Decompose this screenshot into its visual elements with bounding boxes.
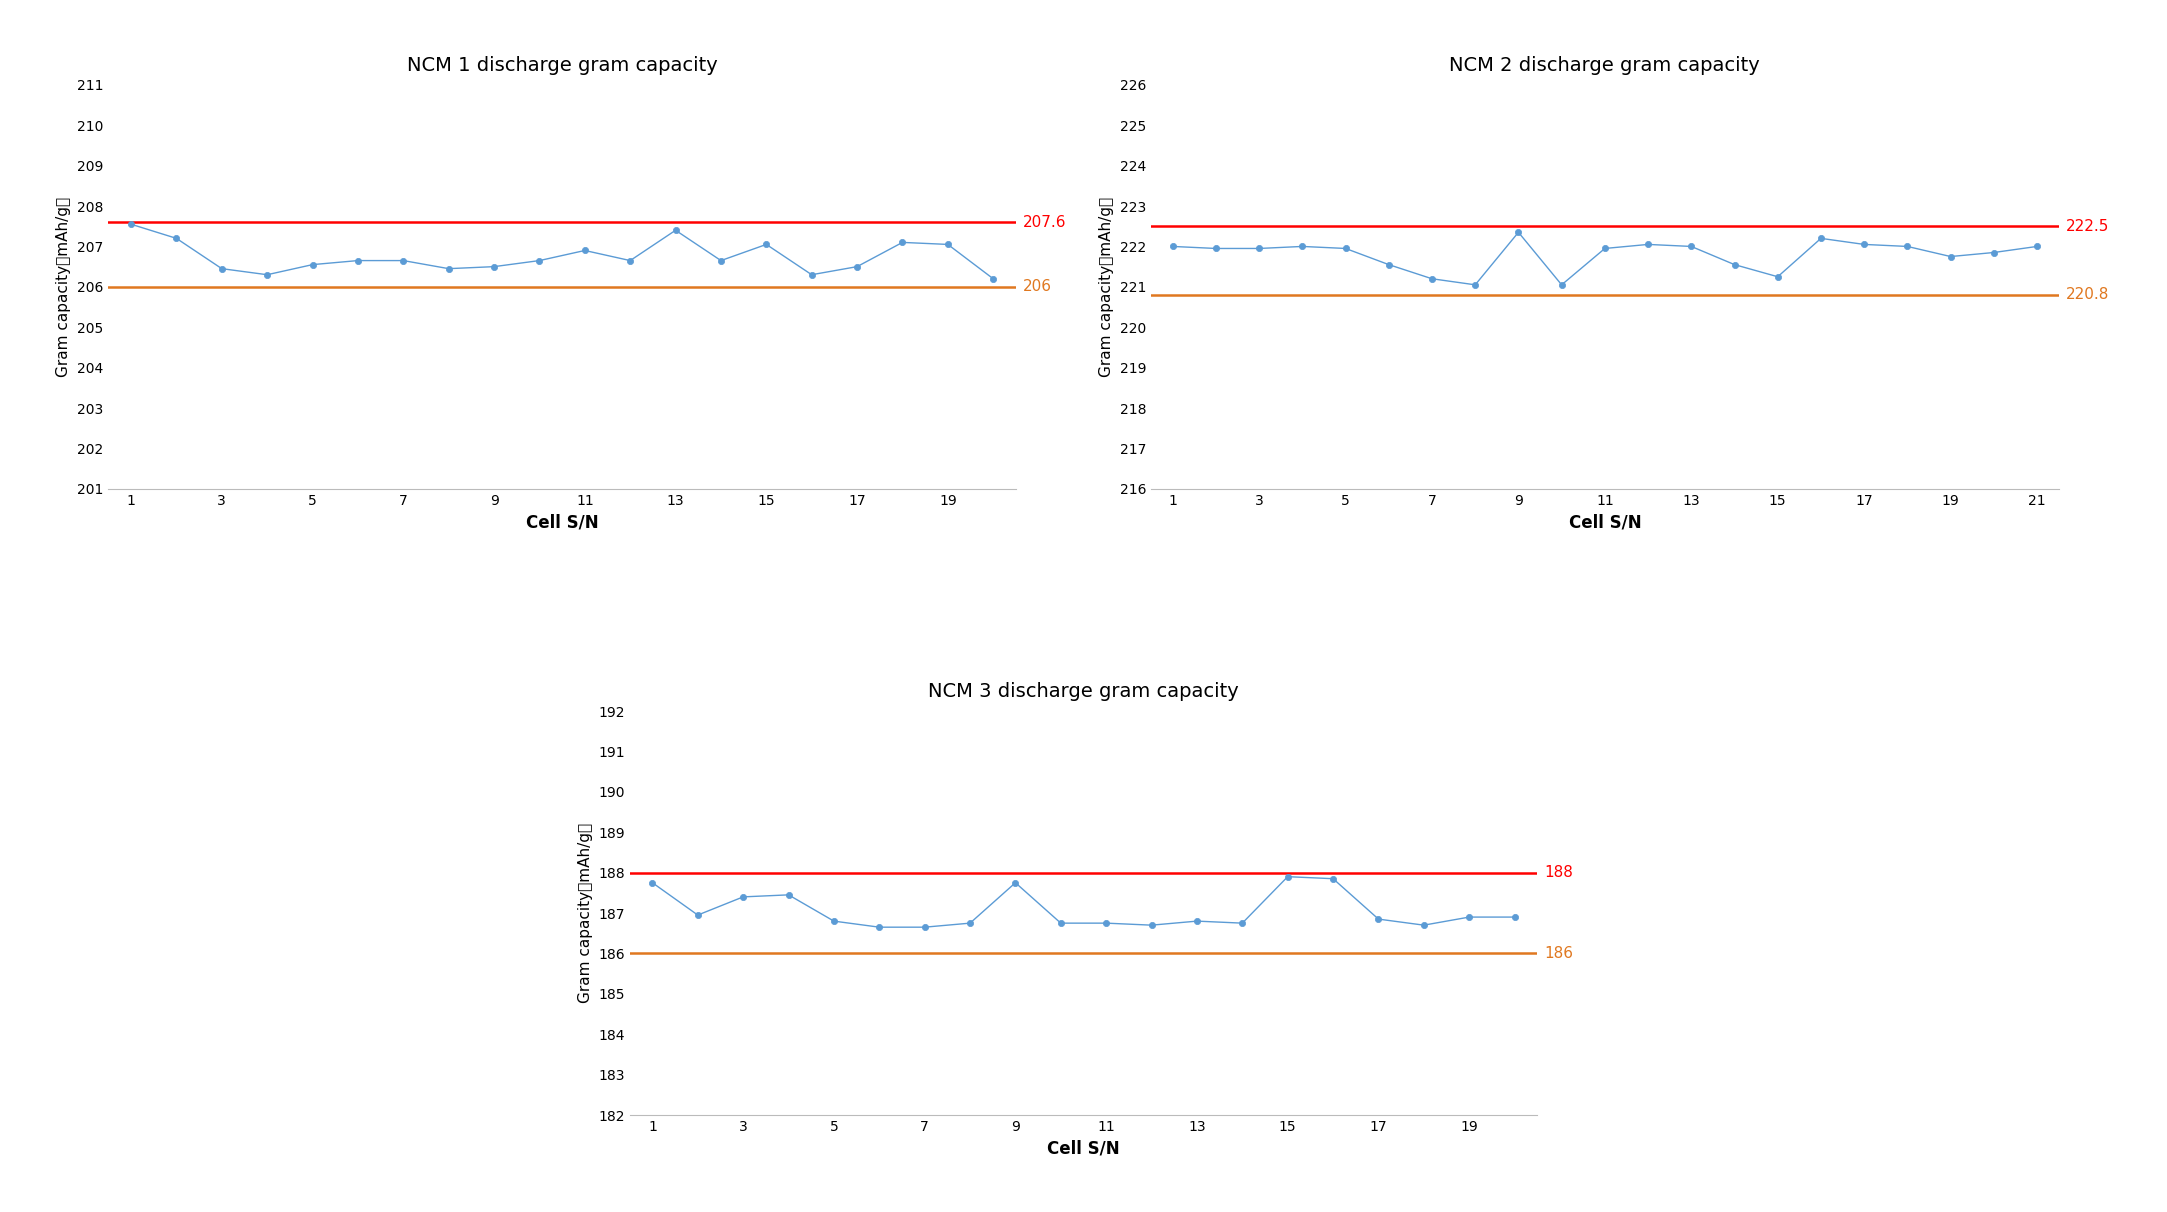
Y-axis label: Gram capacity（mAh/g）: Gram capacity（mAh/g） xyxy=(1099,196,1114,377)
Text: 188: 188 xyxy=(1545,865,1573,880)
Text: 186: 186 xyxy=(1545,945,1573,961)
Title: NCM 3 discharge gram capacity: NCM 3 discharge gram capacity xyxy=(927,682,1240,702)
Text: 222.5: 222.5 xyxy=(2065,218,2108,234)
Y-axis label: Gram capacity（mAh/g）: Gram capacity（mAh/g） xyxy=(579,823,594,1004)
Text: 206: 206 xyxy=(1023,279,1051,295)
Text: 220.8: 220.8 xyxy=(2065,287,2108,303)
Y-axis label: Gram capacity（mAh/g）: Gram capacity（mAh/g） xyxy=(56,196,72,377)
Text: 207.6: 207.6 xyxy=(1023,215,1066,230)
Title: NCM 1 discharge gram capacity: NCM 1 discharge gram capacity xyxy=(407,56,717,75)
X-axis label: Cell S/N: Cell S/N xyxy=(1569,513,1640,531)
X-axis label: Cell S/N: Cell S/N xyxy=(527,513,598,531)
X-axis label: Cell S/N: Cell S/N xyxy=(1047,1139,1120,1157)
Title: NCM 2 discharge gram capacity: NCM 2 discharge gram capacity xyxy=(1450,56,1760,75)
